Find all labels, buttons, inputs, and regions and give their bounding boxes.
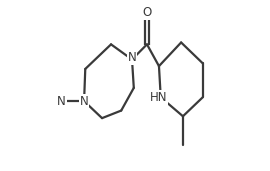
Text: N: N — [80, 95, 89, 108]
Text: N: N — [128, 51, 136, 64]
Text: O: O — [142, 6, 152, 19]
Text: N: N — [57, 95, 66, 108]
Text: HN: HN — [150, 91, 167, 104]
